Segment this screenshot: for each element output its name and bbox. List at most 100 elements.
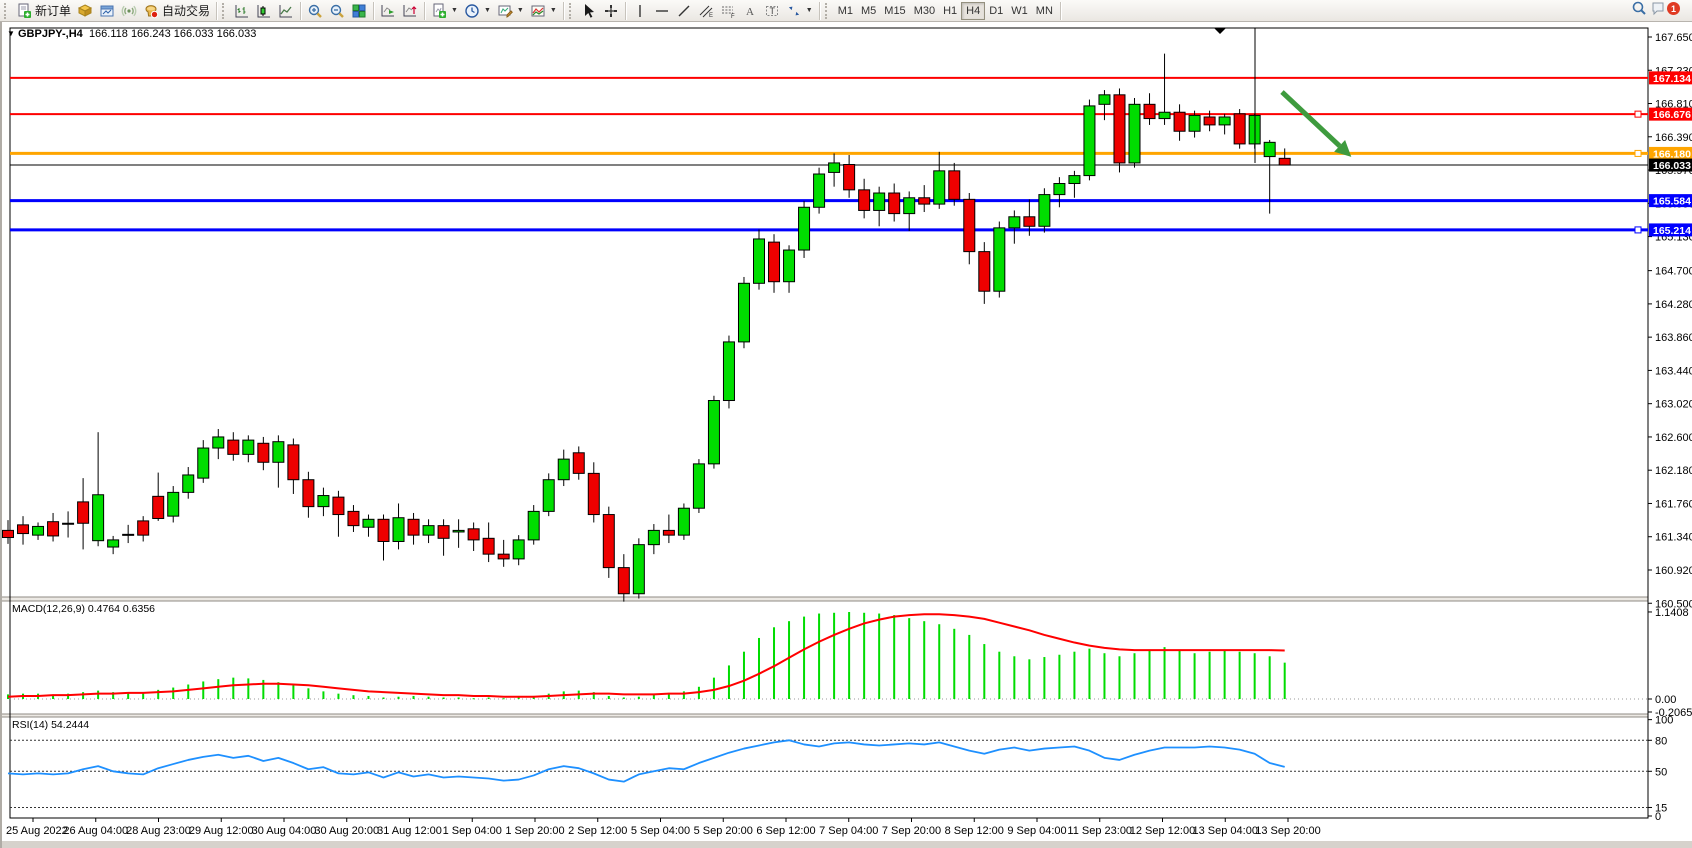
separator: [373, 2, 374, 20]
trend-arrow[interactable]: [1282, 92, 1340, 146]
chart-window[interactable]: 167.650167.230166.810166.390165.970165.5…: [0, 22, 1692, 848]
autoscroll-icon: [380, 3, 396, 19]
timeframe-m1[interactable]: M1: [834, 2, 857, 20]
timeframe-m15[interactable]: M15: [880, 2, 909, 20]
periods-button[interactable]: ▼: [461, 1, 494, 21]
window-bottom-strip: [2, 841, 1692, 848]
dropdown-caret-icon: ▼: [451, 7, 458, 14]
rsi-panel[interactable]: [8, 740, 1648, 807]
line-handle[interactable]: [1635, 227, 1641, 233]
timeframe-h1[interactable]: H1: [939, 2, 961, 20]
svg-text:166.390: 166.390: [1655, 132, 1692, 144]
indicators-button[interactable]: ▼: [527, 1, 560, 21]
timeframe-m5[interactable]: M5: [857, 2, 880, 20]
crosshair-tool-button[interactable]: [600, 1, 622, 21]
svg-text:163.860: 163.860: [1655, 332, 1692, 344]
svg-text:160.920: 160.920: [1655, 565, 1692, 577]
signals-button[interactable]: [118, 1, 140, 21]
svg-text:0: 0: [1655, 811, 1661, 823]
timeframe-h4[interactable]: H4: [961, 2, 985, 20]
trendline-icon: [676, 3, 692, 19]
autotrade-icon: [143, 3, 159, 19]
line-handle[interactable]: [1635, 150, 1641, 156]
svg-text:A: A: [746, 6, 754, 18]
svg-text:164.280: 164.280: [1655, 299, 1692, 311]
line-chart-type-button[interactable]: [275, 1, 297, 21]
new-order-label: 新订单: [35, 2, 71, 19]
cursor-tool-button[interactable]: [578, 1, 600, 21]
separator: [424, 2, 425, 20]
vertical-line-tool-button[interactable]: [629, 1, 651, 21]
notification-badge[interactable]: 1: [1667, 2, 1680, 15]
tile-windows-button[interactable]: [348, 1, 370, 21]
svg-text:161.760: 161.760: [1655, 498, 1692, 510]
chart-plot-svg[interactable]: 167.650167.230166.810166.390165.970165.5…: [2, 22, 1692, 848]
title-collapse-icon[interactable]: ▼: [7, 29, 15, 38]
chart-shift-button[interactable]: [399, 1, 421, 21]
separator: [1060, 2, 1061, 20]
candlestick-type-button[interactable]: [253, 1, 275, 21]
text-label-tool-button[interactable]: T: [761, 1, 783, 21]
zoom-in-icon: [307, 3, 323, 19]
new-chart-button[interactable]: ▼: [428, 1, 461, 21]
time-axis[interactable]: 25 Aug 202226 Aug 04:0028 Aug 23:0029 Au…: [6, 818, 1321, 837]
arrows-tool-button[interactable]: ▼: [783, 1, 816, 21]
autoscroll-button[interactable]: [377, 1, 399, 21]
notifications-icon[interactable]: [1651, 0, 1669, 21]
svg-text:162.180: 162.180: [1655, 465, 1692, 477]
horizontal-line-icon: [654, 3, 670, 19]
toolbar-grip[interactable]: [222, 3, 228, 19]
separator: [625, 2, 626, 20]
dropdown-caret-icon: ▼: [806, 7, 813, 14]
channel-tool-button[interactable]: E: [695, 1, 717, 21]
svg-text:1 Sep 04:00: 1 Sep 04:00: [443, 825, 502, 837]
arrows-icon: [786, 3, 802, 19]
svg-text:161.340: 161.340: [1655, 532, 1692, 544]
timeframe-w1[interactable]: W1: [1007, 2, 1032, 20]
bar-chart-type-button[interactable]: [231, 1, 253, 21]
indicators-icon: [530, 3, 546, 19]
fibonacci-tool-button[interactable]: F: [717, 1, 739, 21]
text-tool-button[interactable]: A: [739, 1, 761, 21]
timeframe-mn[interactable]: MN: [1032, 2, 1057, 20]
svg-text:F: F: [731, 14, 735, 19]
shift-marker-icon[interactable]: [1214, 28, 1226, 34]
svg-text:0.00: 0.00: [1655, 694, 1676, 706]
autotrade-label: 自动交易: [162, 2, 210, 19]
macd-indicator-label: MACD(12,26,9) 0.4764 0.6356: [12, 603, 155, 615]
toolbar-grip[interactable]: [569, 3, 575, 19]
line-handle[interactable]: [1635, 111, 1641, 117]
new-order-button[interactable]: 新订单: [13, 1, 74, 21]
svg-text:163.440: 163.440: [1655, 365, 1692, 377]
horizontal-line-tool-button[interactable]: [651, 1, 673, 21]
zoom-in-button[interactable]: [304, 1, 326, 21]
separator: [300, 2, 301, 20]
svg-text:1.1408: 1.1408: [1655, 607, 1689, 619]
market-watch-button[interactable]: [74, 1, 96, 21]
rsi-indicator-label: RSI(14) 54.2444: [12, 719, 89, 731]
toolbar-grip[interactable]: [825, 3, 831, 19]
svg-text:31 Aug 12:00: 31 Aug 12:00: [377, 825, 442, 837]
svg-text:11 Sep 23:00: 11 Sep 23:00: [1067, 825, 1132, 837]
autotrade-button[interactable]: 自动交易: [140, 1, 213, 21]
fibonacci-icon: F: [720, 3, 736, 19]
crosshair-icon: [603, 3, 619, 19]
trendline-tool-button[interactable]: [673, 1, 695, 21]
timeframe-group: M1M5M15M30H1H4D1W1MN: [834, 2, 1057, 20]
macd-panel[interactable]: [7, 612, 1286, 699]
templates-button[interactable]: ▼: [494, 1, 527, 21]
dropdown-caret-icon: ▼: [550, 7, 557, 14]
search-icon[interactable]: [1631, 0, 1647, 21]
svg-text:6 Sep 12:00: 6 Sep 12:00: [756, 825, 815, 837]
svg-text:13 Sep 04:00: 13 Sep 04:00: [1193, 825, 1258, 837]
toolbar-grip[interactable]: [4, 3, 10, 19]
svg-text:26 Aug 04:00: 26 Aug 04:00: [63, 825, 128, 837]
zoom-out-button[interactable]: [326, 1, 348, 21]
gold-cube-icon: [77, 3, 93, 19]
candles: [3, 54, 1291, 602]
chart-window-button[interactable]: [96, 1, 118, 21]
timeframe-d1[interactable]: D1: [985, 2, 1007, 20]
clock-icon: [464, 3, 480, 19]
svg-text:E: E: [709, 13, 713, 19]
timeframe-m30[interactable]: M30: [910, 2, 939, 20]
